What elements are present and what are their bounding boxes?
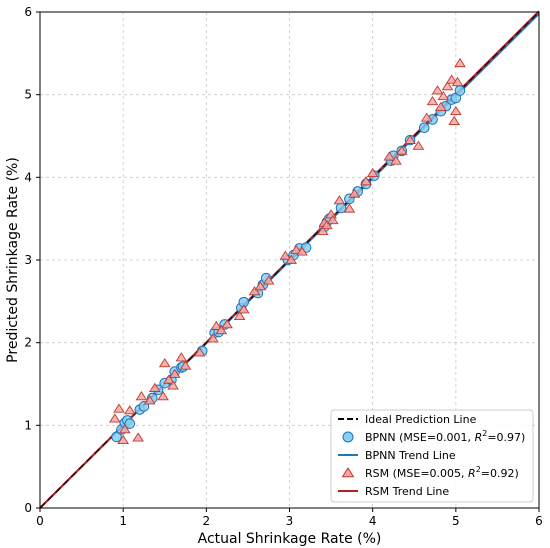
rsm-point-34 [326,214,339,225]
rsm-point-29 [296,246,308,256]
rsm-point-25 [262,275,275,285]
rsm-point-4 [124,405,136,415]
y-tick-label-2: 2 [24,336,32,350]
legend-bpnn-label-main: BPNN (MSE=0.001, [365,431,475,444]
legend-rsm-label-main: RSM (MSE=0.005, [365,467,468,480]
rsm-point-32 [321,219,333,230]
y-axis-label: Predicted Shrinkage Rate (%) [5,157,21,363]
rsm-point-10 [158,357,171,368]
y-tick-label-4: 4 [24,170,32,184]
rsm-point-11 [163,374,175,384]
rsm-point-43 [404,134,416,144]
rsm-point-28 [290,244,302,254]
y-tick-label-3: 3 [24,253,32,267]
rsm-point-15 [179,360,192,370]
rsm-point-46 [426,95,439,106]
bpnn-point-39 [418,122,430,134]
bpnn-point-4 [124,418,136,429]
rsm-point-14 [175,352,188,362]
legend-rsm-label-r: R [468,467,476,480]
legend-bpnn-label-sup: 2 [482,429,487,438]
x-tick-label-4: 4 [369,514,377,528]
rsm-point-39 [366,167,379,178]
legend-rsm-label-sup: 2 [476,465,481,474]
rsm-point-9 [157,391,169,401]
legend-box [330,409,534,503]
y-tick-label-1: 1 [24,418,32,432]
rsm-point-5 [132,432,144,442]
rsm-point-12 [167,380,179,390]
x-tick-label-5: 5 [452,514,460,528]
rsm-point-48 [435,101,447,111]
x-tick-label-2: 2 [203,514,211,528]
y-tick-label-6: 6 [24,5,32,19]
legend-bpnn-label-tail: =0.97) [487,431,525,444]
rsm-point-53 [450,105,462,116]
rsm-point-13 [168,368,181,378]
rsm-point-37 [348,188,361,198]
rsm-point-22 [237,304,250,314]
rsm-point-36 [343,203,356,213]
rsm-point-20 [221,319,233,329]
legend-rsm-label: RSM (MSE=0.005, R2=0.92) [365,465,519,480]
bpnn-point-0 [111,431,122,443]
rsm-point-55 [454,57,466,68]
y-tick-label-5: 5 [24,88,32,102]
legend-bpnn-label-r: R [475,431,483,444]
rsm-point-41 [390,155,402,165]
x-axis-label: Actual Shrinkage Rate (%) [198,531,382,547]
x-tick-label-1: 1 [119,514,127,528]
rsm-point-47 [431,85,444,95]
rsm-point-44 [412,140,425,150]
rsm-point-3 [119,424,131,434]
rsm-point-50 [441,81,454,91]
rsm-point-8 [148,382,161,392]
rsm-point-49 [437,90,450,101]
rsm-point-19 [215,324,228,335]
rsm-point-16 [193,347,206,357]
rsm-point-51 [445,74,458,84]
rsm-point-6 [135,391,148,401]
rsm-point-17 [207,333,219,343]
rsm-point-26 [279,250,292,260]
rsm-point-7 [143,395,156,405]
legend-rsm-trend-label: RSM Trend Line [365,485,449,498]
y-tick-label-0: 0 [24,501,32,515]
x-tick-label-6: 6 [535,514,543,528]
rsm-point-23 [248,286,261,296]
legend-ideal-line-label: Ideal Prediction Line [365,413,477,426]
rsm-point-27 [285,254,297,264]
rsm-point-38 [360,176,372,186]
rsm-point-45 [420,112,433,122]
rsm-point-21 [233,310,246,321]
rsm-point-1 [113,403,125,413]
rsm-point-24 [254,281,267,291]
rsm-point-54 [451,76,464,87]
rsm-point-40 [383,151,396,161]
legend-bpnn-marker [342,431,354,443]
data-points [109,57,466,445]
rsm-point-2 [117,434,129,445]
rsm-point-18 [210,320,223,330]
rsm-point-35 [333,195,346,205]
x-tick-label-0: 0 [36,514,44,528]
rsm-point-30 [316,225,329,235]
legend: Ideal Prediction Line BPNN (MSE=0.001, R… [330,409,534,503]
axis-ticks: 0 1 2 3 4 5 6 0 1 2 3 4 5 6 [24,5,542,528]
rsm-point-52 [448,115,460,125]
legend-bpnn-label: BPNN (MSE=0.001, R2=0.97) [365,429,525,444]
legend-rsm-marker [341,467,355,478]
rsm-point-0 [109,413,121,423]
x-tick-label-3: 3 [286,514,294,528]
legend-rsm-label-tail: =0.92) [481,467,519,480]
rsm-point-42 [395,145,408,155]
bpnn-point-45 [454,85,466,96]
legend-bpnn-trend-label: BPNN Trend Line [365,449,456,462]
